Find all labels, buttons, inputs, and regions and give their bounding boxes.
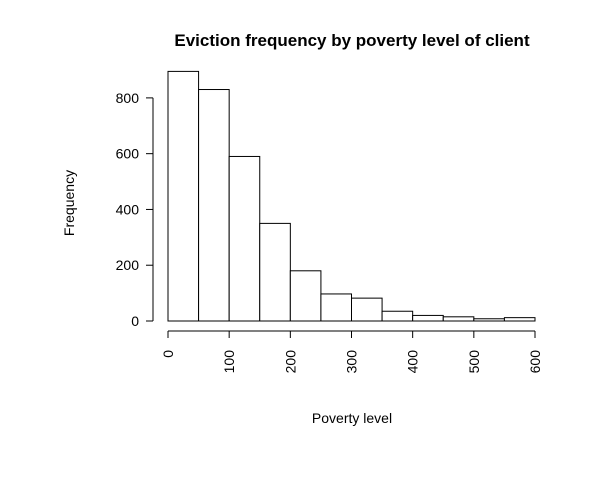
y-tick-label: 800 [116,90,140,106]
histogram-bar [259,222,291,322]
histogram-bar [442,316,475,322]
y-tick-label: 200 [116,257,140,273]
x-tick-label: 200 [282,350,298,374]
histogram-bar [289,270,322,322]
histogram-bar [351,297,383,322]
histogram-bar [167,70,200,322]
chart-title: Eviction frequency by poverty level of c… [174,31,530,50]
histogram-bar [412,314,444,322]
y-tick-label: 400 [116,201,140,217]
x-tick-label: 600 [527,350,543,374]
histogram-bar [503,317,536,322]
x-axis-label: Poverty level [312,410,392,426]
x-tick-label: 300 [344,350,360,374]
x-axis: 0 100 200 300 400 500 600 [160,330,543,374]
bars-group [167,70,536,322]
histogram-bar [473,318,505,322]
x-tick-label: 100 [221,350,237,374]
y-tick-label: 600 [116,146,140,162]
histogram-bar [381,310,414,322]
y-axis: 0 200 400 600 800 [116,90,154,329]
x-tick-label: 500 [466,350,482,374]
histogram-bar [320,293,352,322]
x-tick-label: 0 [160,350,176,358]
histogram-bar [228,155,261,322]
y-tick-label: 0 [131,313,139,329]
x-tick-label: 400 [405,350,421,374]
y-axis-label: Frequency [61,170,77,236]
histogram-bar [198,89,230,322]
